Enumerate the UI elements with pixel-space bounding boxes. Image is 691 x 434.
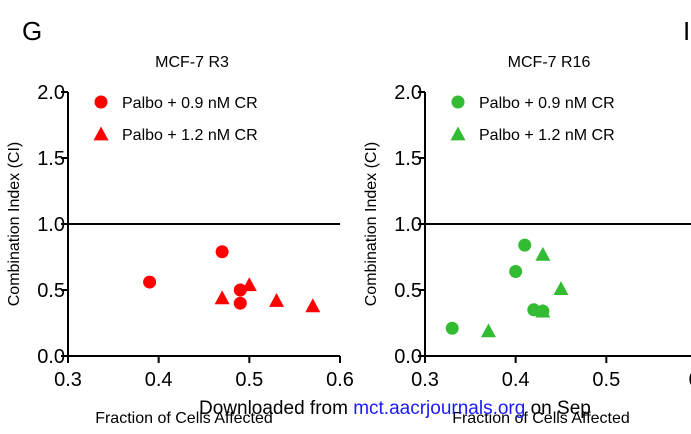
data-point-circle	[233, 283, 247, 297]
data-point-circle	[518, 238, 532, 252]
data-point-circle	[509, 265, 523, 279]
footer-suffix: on Sep	[531, 398, 591, 419]
legend-marker-triangle	[93, 126, 109, 141]
data-point-triangle	[305, 298, 321, 313]
x-axis-label: Fraction of Cells Affected	[95, 410, 273, 427]
chart-panel-2: MCF-7 R16 0.0 0.5 1.0 1.5 2.0 0.3 0.4 0.5 0. Combi…	[363, 54, 691, 427]
footer-prefix: Downloaded from	[199, 398, 353, 419]
y-tick-label: 0.0	[37, 346, 65, 368]
chart-title: MCF-7 R16	[508, 54, 591, 71]
y-tick-label: 2.0	[37, 82, 65, 104]
chart-panel-1: MCF-7 R3 0.0 0.5 1.0 1.5 2.0 0.3 0.4 0.5 0.6 Combi…	[6, 54, 354, 427]
next-panel-letter: I	[683, 16, 690, 46]
x-tick-label: 0.3	[54, 369, 82, 391]
data-point-triangle	[269, 293, 285, 307]
data-point-triangle	[241, 277, 257, 292]
legend-marker-circle	[451, 95, 465, 109]
x-tick-label: 0.5	[235, 369, 263, 391]
data-point-circle	[233, 296, 247, 310]
x-tick-label: 0.4	[502, 369, 530, 391]
y-tick-label: 2.0	[394, 82, 422, 104]
y-tick-label: 0.0	[394, 346, 422, 368]
y-tick-label: 0.5	[37, 280, 65, 302]
footer-link[interactable]: mct.aacrjournals.org	[353, 398, 525, 419]
data-point-triangle	[480, 323, 496, 338]
legend-label: Palbo + 0.9 nM CR	[122, 95, 258, 112]
chart-title: MCF-7 R3	[155, 54, 229, 71]
panel-letter-g: G	[22, 16, 42, 46]
x-tick-label: 0.4	[145, 369, 173, 391]
y-tick-label: 0.5	[394, 280, 422, 302]
data-point-triangle	[553, 281, 569, 296]
y-tick-label: 1.0	[37, 214, 65, 236]
y-axis-label: Combination Index (CI)	[6, 142, 23, 307]
x-tick-label: 0.5	[592, 369, 620, 391]
x-axis-label: Fraction of Cells Affected	[452, 410, 630, 427]
chart-legend: Palbo + 0.9 nM CR Palbo + 1.2 nM CR	[450, 95, 615, 144]
download-footer: Downloaded from mct.aacrjournals.org on …	[199, 398, 591, 419]
data-point-circle	[143, 275, 157, 289]
chart-panels: MCF-7 R3 0.0 0.5 1.0 1.5 2.0 0.3 0.4 0.5 0.6 Combi…	[6, 54, 691, 427]
data-point-circle	[215, 245, 229, 259]
x-tick-label: 0.	[689, 369, 691, 391]
data-point-circle	[445, 321, 459, 335]
data-point-triangle	[535, 303, 551, 318]
legend-label: Palbo + 0.9 nM CR	[479, 95, 615, 112]
y-tick-label: 1.5	[394, 148, 422, 170]
legend-label: Palbo + 1.2 nM CR	[122, 127, 258, 144]
legend-label: Palbo + 1.2 nM CR	[479, 127, 615, 144]
x-tick-label: 0.3	[411, 369, 439, 391]
y-tick-label: 1.5	[37, 148, 65, 170]
data-point-triangle	[535, 246, 551, 261]
legend-marker-circle	[94, 95, 108, 109]
legend-marker-triangle	[450, 126, 466, 141]
data-point-triangle	[214, 290, 230, 305]
chart-legend: Palbo + 0.9 nM CR Palbo + 1.2 nM CR	[93, 95, 258, 144]
x-tick-label: 0.6	[326, 369, 354, 391]
y-tick-label: 1.0	[394, 214, 422, 236]
y-axis-label: Combination Index (CI)	[363, 142, 380, 307]
